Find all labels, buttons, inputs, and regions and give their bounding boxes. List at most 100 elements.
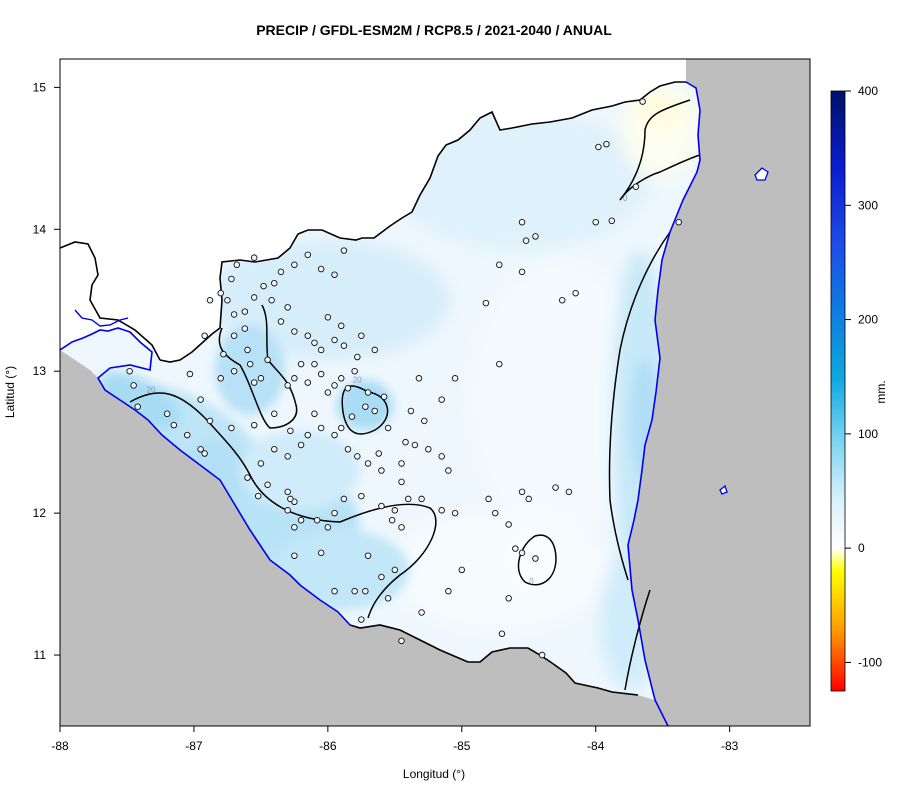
- station-marker: [407, 407, 415, 415]
- station-marker: [331, 271, 338, 278]
- station-marker: [291, 524, 298, 531]
- station-marker: [233, 261, 241, 269]
- y-tick-label: 15: [33, 80, 47, 94]
- station-marker: [348, 413, 356, 420]
- station-marker: [445, 587, 452, 595]
- station-marker: [371, 407, 378, 415]
- station-marker: [201, 450, 208, 457]
- station-marker: [230, 311, 238, 318]
- station-marker: [284, 488, 291, 496]
- colorbar-tick-label: 0: [858, 541, 865, 555]
- chart-title: PRECIP / GFDL-ESM2M / RCP8.5 / 2021-2040…: [256, 22, 612, 38]
- station-marker: [482, 299, 490, 307]
- station-marker: [331, 382, 338, 389]
- station-marker: [277, 318, 285, 325]
- station-marker: [230, 367, 238, 375]
- station-marker: [291, 552, 298, 559]
- station-marker: [451, 375, 459, 382]
- station-marker: [338, 375, 345, 382]
- station-marker: [358, 616, 365, 623]
- neighbor-border-south: [349, 624, 469, 663]
- station-marker: [411, 441, 419, 449]
- station-marker: [632, 183, 640, 190]
- station-marker: [217, 289, 224, 297]
- station-marker: [518, 488, 526, 496]
- station-marker: [675, 218, 683, 226]
- station-marker: [404, 495, 412, 503]
- colorbar-ticks: -100 0 100 200 300 400: [845, 84, 882, 669]
- station-marker: [375, 450, 383, 457]
- station-marker: [183, 431, 191, 439]
- station-marker: [186, 370, 194, 378]
- station-marker: [284, 382, 291, 389]
- station-marker: [438, 507, 445, 514]
- station-marker: [418, 609, 425, 616]
- station-marker: [130, 382, 137, 389]
- contour-label: 20: [353, 376, 362, 385]
- station-marker: [271, 446, 278, 453]
- station-marker: [250, 379, 258, 386]
- neighbor-border-west: [60, 241, 161, 361]
- colorbar-tick-label: 400: [858, 84, 878, 98]
- caribbean-island-1: [754, 167, 769, 181]
- station-marker: [398, 637, 405, 645]
- precip-field: [60, 82, 700, 700]
- station-marker: [284, 304, 291, 311]
- station-marker: [565, 488, 573, 496]
- station-marker: [492, 509, 499, 517]
- station-marker: [364, 552, 372, 559]
- station-marker: [391, 507, 399, 514]
- station-marker: [201, 332, 208, 339]
- contour-label: 20: [147, 386, 156, 395]
- station-marker: [317, 424, 325, 432]
- station-marker: [525, 495, 533, 503]
- caribbean-coastline: [627, 81, 701, 726]
- station-marker: [297, 441, 305, 449]
- station-marker: [608, 217, 616, 225]
- y-tick-label: 14: [33, 222, 47, 236]
- station-markers: [126, 98, 683, 659]
- colorbar-gradient: [830, 90, 846, 692]
- station-marker: [311, 410, 318, 418]
- station-marker: [297, 360, 305, 368]
- station-marker: [254, 492, 262, 500]
- station-marker: [512, 545, 519, 552]
- station-marker: [331, 509, 338, 517]
- station-marker: [284, 453, 291, 460]
- station-marker: [518, 218, 526, 226]
- station-marker: [603, 140, 610, 148]
- station-marker: [425, 446, 432, 453]
- station-marker: [287, 427, 294, 435]
- station-marker: [257, 460, 265, 467]
- station-marker: [340, 495, 348, 503]
- x-axis: -88 -87 -86 -85 -84 -83: [51, 726, 739, 753]
- station-marker: [592, 218, 599, 226]
- colorbar-tick-label: 100: [858, 427, 878, 441]
- station-marker: [317, 370, 325, 378]
- y-tick-label: 11: [34, 648, 47, 662]
- station-marker: [496, 360, 503, 368]
- station-marker: [364, 460, 372, 467]
- x-tick-label: -85: [453, 739, 471, 753]
- station-marker: [639, 98, 646, 105]
- station-marker: [595, 143, 602, 151]
- contour-labels: 0 20 20 0: [147, 194, 628, 586]
- station-marker: [311, 339, 318, 347]
- station-marker: [380, 393, 388, 401]
- station-marker: [331, 336, 338, 344]
- x-axis-title: Longitud (°): [403, 767, 465, 781]
- station-marker: [268, 297, 275, 304]
- station-marker: [421, 417, 428, 425]
- station-marker: [340, 342, 348, 349]
- station-marker: [197, 396, 204, 403]
- station-marker: [451, 509, 459, 517]
- station-marker: [485, 495, 492, 503]
- station-marker: [518, 268, 526, 276]
- station-marker: [134, 403, 141, 410]
- station-marker: [351, 367, 358, 375]
- station-marker: [264, 481, 271, 488]
- station-marker: [398, 478, 405, 486]
- station-marker: [438, 396, 445, 403]
- station-marker: [522, 237, 530, 244]
- station-marker: [458, 566, 466, 574]
